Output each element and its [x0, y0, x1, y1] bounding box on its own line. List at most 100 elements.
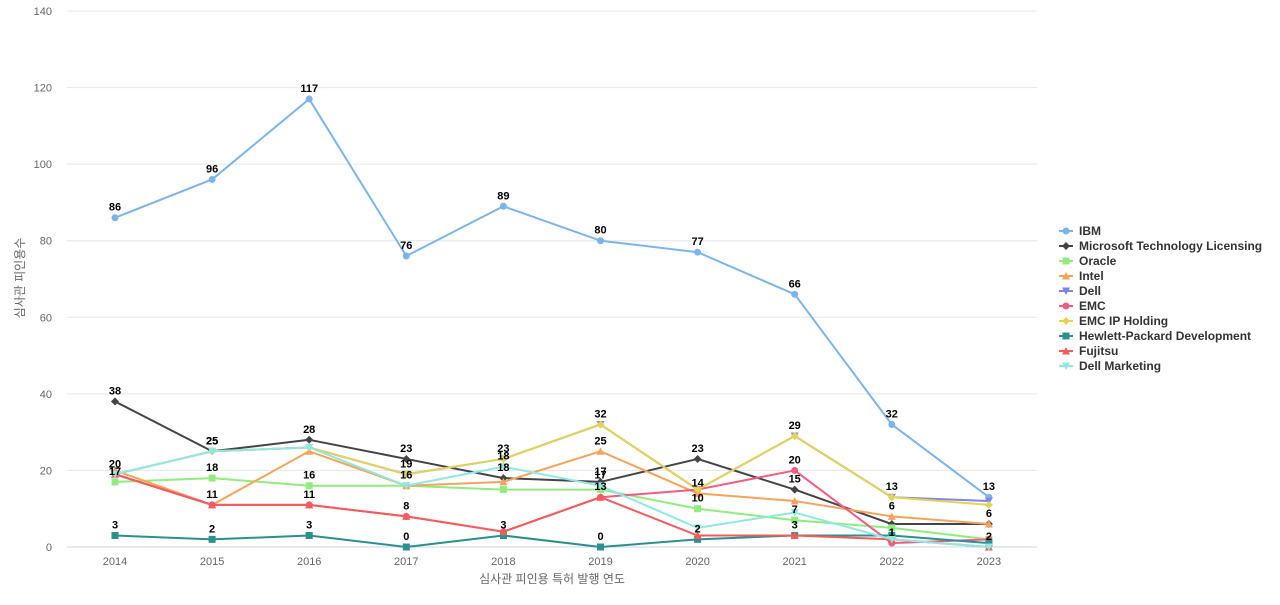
data-point: [499, 454, 508, 463]
legend-item-ibm[interactable]: IBM: [1059, 224, 1101, 238]
data-label: 18: [497, 451, 509, 463]
series-line: [114, 477, 990, 541]
data-label: 23: [691, 443, 703, 455]
legend-item-microsoft-technology-licensing[interactable]: Microsoft Technology Licensing: [1059, 239, 1262, 253]
data-label: 2: [695, 523, 701, 535]
data-point: [208, 500, 217, 509]
y-tick-label: 60: [40, 312, 52, 324]
data-point: [790, 531, 799, 540]
data-point: [499, 532, 507, 540]
data-label: 28: [303, 424, 315, 436]
data-point: [694, 248, 702, 256]
data-point: [111, 470, 119, 479]
legend-marker: [1062, 227, 1070, 235]
series-line: [114, 534, 989, 548]
data-label: 15: [789, 474, 801, 486]
legend-item-fujitsu[interactable]: Fujitsu: [1059, 344, 1118, 358]
legend-label: Oracle: [1079, 254, 1117, 268]
y-axis-title: 심사관 피인용수: [13, 238, 27, 319]
data-label: 20: [109, 458, 121, 470]
legend-item-dell-marketing[interactable]: Dell Marketing: [1059, 359, 1161, 373]
data-point: [596, 493, 605, 501]
data-point: [888, 524, 896, 532]
data-label: 32: [886, 408, 898, 420]
data-point: [888, 420, 896, 428]
legend-marker: [1062, 347, 1070, 355]
data-label: 13: [983, 481, 995, 493]
legend-marker: [1062, 257, 1070, 265]
data-point: [208, 447, 217, 456]
data-label: 11: [303, 489, 315, 501]
x-axis-title: 심사관 피인용 특허 발행 연도: [479, 571, 625, 586]
data-point: [499, 477, 508, 486]
data-point: [402, 454, 411, 463]
y-tick-label: 80: [40, 236, 52, 248]
data-label: 16: [303, 470, 315, 482]
data-label: 38: [109, 386, 121, 398]
data-label: 7: [792, 504, 798, 516]
data-point: [402, 482, 411, 490]
data-point: [791, 290, 799, 298]
legend-label: Microsoft Technology Licensing: [1079, 239, 1262, 253]
data-point: [596, 420, 605, 429]
data-point: [499, 463, 508, 471]
data-label: 1: [889, 527, 895, 539]
data-point: [790, 509, 799, 517]
y-tick-label: 0: [46, 542, 52, 554]
legend-marker: [1062, 362, 1070, 370]
data-point: [402, 252, 410, 260]
data-point: [693, 485, 702, 494]
x-tick-label: 2015: [200, 556, 224, 568]
data-label: 0: [403, 531, 409, 543]
data-point: [887, 493, 896, 502]
series-oracle: [111, 474, 993, 543]
legend-item-emc[interactable]: EMC: [1059, 299, 1106, 313]
series-line: [114, 473, 989, 548]
data-point: [791, 516, 799, 524]
data-point: [693, 531, 702, 540]
y-tick-label: 20: [40, 465, 52, 477]
x-axis-ticks: 2014 2015 2016 2017 2018 2019 2020 2021 2022 2023: [103, 556, 1001, 568]
data-point: [693, 524, 702, 532]
data-label: 2: [209, 523, 215, 535]
legend-marker: [1062, 317, 1070, 325]
data-label: 25: [206, 435, 218, 447]
data-label: 77: [691, 236, 703, 248]
series-lines: [111, 95, 993, 551]
series-line: [114, 446, 989, 548]
legend-marker: [1062, 332, 1070, 340]
x-tick-label: 2017: [394, 556, 418, 568]
series-line: [114, 98, 990, 499]
legend-item-hewlett-packard-development[interactable]: Hewlett-Packard Development: [1059, 329, 1251, 343]
data-label: 89: [497, 190, 509, 202]
legend-item-emc-ip-holding[interactable]: EMC IP Holding: [1059, 314, 1168, 328]
legend-item-dell[interactable]: Dell: [1059, 284, 1101, 298]
legend-label: Intel: [1079, 269, 1104, 283]
data-point: [693, 454, 702, 463]
data-point: [305, 532, 313, 540]
data-point: [596, 447, 605, 455]
data-point: [402, 512, 411, 520]
data-point: [790, 485, 799, 494]
legend-item-oracle[interactable]: Oracle: [1059, 254, 1117, 268]
x-tick-label: 2023: [977, 556, 1001, 568]
data-label: 86: [109, 202, 121, 214]
data-label: 3: [792, 520, 798, 532]
data-point: [305, 435, 314, 444]
legend-label: IBM: [1079, 224, 1101, 238]
legend-marker: [1062, 302, 1070, 310]
data-label: 66: [789, 278, 801, 290]
x-tick-label: 2019: [588, 556, 612, 568]
y-tick-label: 100: [34, 159, 52, 171]
data-label: 23: [400, 443, 412, 455]
series-microsoft-technology-licensing: [111, 397, 993, 529]
data-label: 16: [400, 470, 412, 482]
y-tick-label: 40: [40, 389, 52, 401]
y-axis-ticks: 0 20 40 60 80 100 120 140: [34, 6, 52, 554]
data-label: 18: [497, 462, 509, 474]
data-point: [208, 474, 216, 482]
legend-item-intel[interactable]: Intel: [1059, 269, 1104, 283]
